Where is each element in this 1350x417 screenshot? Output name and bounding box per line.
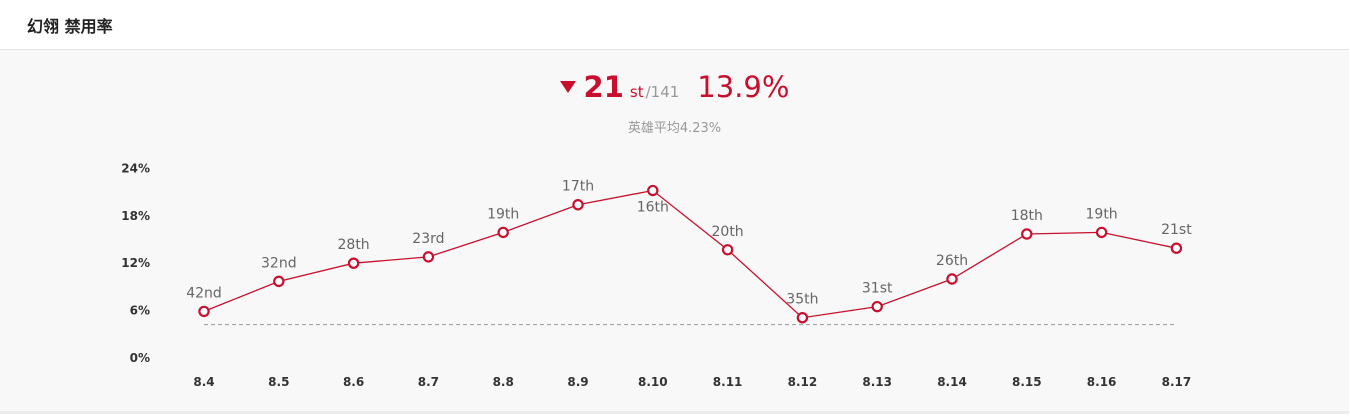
rank-label: 17th xyxy=(562,179,594,195)
rank-label: 19th xyxy=(1086,206,1118,222)
rank-number: 21 xyxy=(583,70,624,104)
data-point xyxy=(871,300,883,313)
data-point xyxy=(1170,242,1183,254)
chart-panel xyxy=(0,50,1349,411)
rank-label: 35th xyxy=(786,292,818,308)
summary-row: 21 st/141 13.9% xyxy=(0,70,1349,104)
x-tick-label: 8.8 xyxy=(493,375,514,389)
x-tick-label: 8.12 xyxy=(788,375,818,389)
x-tick-label: 8.16 xyxy=(1087,375,1117,389)
x-tick-label: 8.15 xyxy=(1012,375,1042,389)
rank-label: 32nd xyxy=(261,255,297,271)
data-point xyxy=(946,273,958,285)
rank-label: 20th xyxy=(712,224,744,240)
ban-rate-line xyxy=(203,189,1177,319)
y-tick-label: 6% xyxy=(130,304,150,318)
x-tick-label: 8.7 xyxy=(418,375,439,389)
data-point xyxy=(273,275,285,288)
rank-suffix: st xyxy=(629,83,644,101)
rank-label: 42nd xyxy=(186,285,222,301)
data-point xyxy=(198,305,210,318)
data-point xyxy=(1095,226,1108,239)
y-tick-label: 24% xyxy=(121,161,150,175)
data-point xyxy=(721,244,734,256)
x-tick-label: 8.10 xyxy=(638,375,668,389)
rank-total: /141 xyxy=(645,83,680,101)
y-tick-label: 18% xyxy=(121,209,150,223)
y-tick-label: 0% xyxy=(130,351,150,365)
rank-label: 21st xyxy=(1161,222,1192,238)
rank-label: 31st xyxy=(862,281,893,297)
rank-label: 19th xyxy=(487,206,519,222)
rank-label: 28th xyxy=(338,237,370,253)
x-tick-label: 8.17 xyxy=(1162,375,1192,389)
data-point xyxy=(796,312,809,324)
x-tick-label: 8.9 xyxy=(567,375,588,389)
x-tick-label: 8.5 xyxy=(268,375,289,389)
x-tick-label: 8.6 xyxy=(343,375,364,389)
x-tick-label: 8.14 xyxy=(937,375,967,389)
x-tick-label: 8.11 xyxy=(713,375,743,389)
data-point xyxy=(422,251,435,263)
data-point xyxy=(347,257,360,269)
rank-label: 16th xyxy=(637,200,669,216)
data-point xyxy=(647,184,659,197)
rank-label: 18th xyxy=(1011,208,1043,224)
ban-rate-value: 13.9% xyxy=(697,70,790,104)
data-point xyxy=(497,226,509,239)
data-point xyxy=(572,199,584,211)
rank-label: 26th xyxy=(936,253,968,269)
x-tick-label: 8.13 xyxy=(862,375,892,389)
data-point xyxy=(1021,228,1033,240)
card-title: 幻翎 禁用率 xyxy=(27,17,113,36)
down-triangle-icon xyxy=(559,80,576,93)
x-tick-label: 8.4 xyxy=(193,375,214,389)
y-tick-label: 12% xyxy=(121,256,150,270)
rank-label: 23rd xyxy=(412,231,444,247)
average-text: 英雄平均4.23% xyxy=(627,121,722,136)
card-header: 幻翎 禁用率 xyxy=(0,0,1349,50)
